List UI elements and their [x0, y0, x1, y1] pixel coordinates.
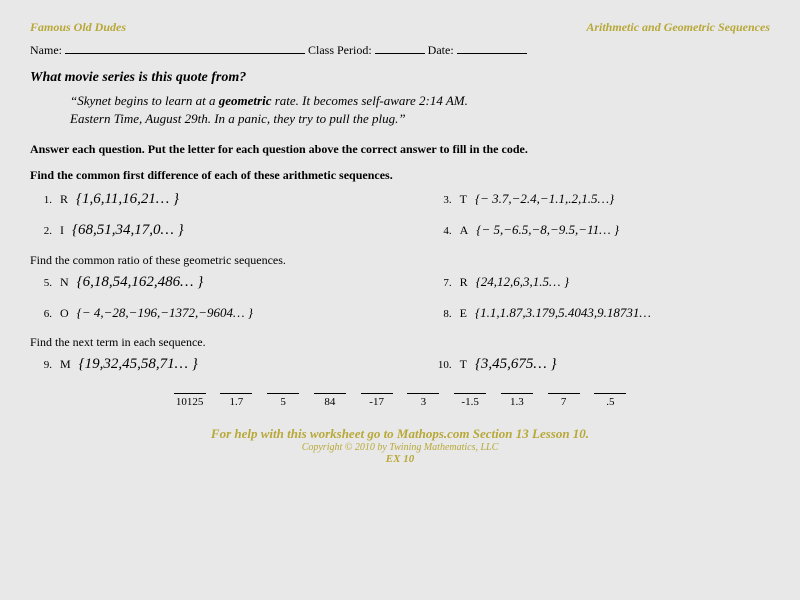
- p5-num: 5.: [30, 277, 52, 289]
- p6-seq: {− 4,−28,−196,−1372,−9604… }: [77, 305, 253, 321]
- problem-row-1: 1. R {1,6,11,16,21… } 3. T {− 3.7,−2.4,−…: [30, 191, 770, 208]
- p10-num: 10.: [430, 359, 452, 371]
- instructions: Answer each question. Put the letter for…: [30, 142, 770, 158]
- answer-9: .5: [594, 393, 626, 408]
- quote-block: “Skynet begins to learn at a geometric r…: [70, 92, 770, 128]
- answer-0: 10125: [174, 393, 206, 408]
- footer: For help with this worksheet go to Matho…: [30, 426, 770, 465]
- footer-copy: Copyright © 2010 by Twining Mathematics,…: [30, 442, 770, 453]
- p8-letter: E: [460, 306, 467, 321]
- p9-num: 9.: [30, 359, 52, 371]
- section1-label: Find the common first difference of each…: [30, 168, 770, 183]
- footer-ex: EX 10: [30, 453, 770, 465]
- quote-bold: geometric: [219, 93, 272, 108]
- p4-letter: A: [460, 223, 469, 238]
- question-title: What movie series is this quote from?: [30, 70, 770, 86]
- p9-seq: {19,32,45,58,71… }: [79, 356, 198, 373]
- answer-6: -1.5: [454, 393, 486, 408]
- p4-num: 4.: [430, 225, 452, 237]
- quote-line1a: “Skynet begins to learn at a: [70, 93, 219, 108]
- p4-seq: {− 5,−6.5,−8,−9.5,−11… }: [476, 222, 619, 238]
- header-right: Arithmetic and Geometric Sequences: [586, 20, 770, 35]
- p7-seq: {24,12,6,3,1.5… }: [476, 274, 569, 290]
- period-label: Class Period:: [308, 43, 372, 57]
- answer-1: 1.7: [220, 393, 252, 408]
- p6-num: 6.: [30, 308, 52, 320]
- problem-row-5: 9. M {19,32,45,58,71… } 10. T {3,45,675……: [30, 356, 770, 373]
- date-label: Date:: [428, 43, 454, 57]
- p5-seq: {6,18,54,162,486… }: [77, 274, 204, 291]
- name-blank[interactable]: [65, 53, 305, 54]
- name-label: Name:: [30, 43, 62, 57]
- problem-row-4: 6. O {− 4,−28,−196,−1372,−9604… } 8. E {…: [30, 305, 770, 321]
- problem-row-2: 2. I {68,51,34,17,0… } 4. A {− 5,−6.5,−8…: [30, 222, 770, 239]
- date-blank[interactable]: [457, 53, 527, 54]
- p2-letter: I: [60, 223, 64, 238]
- p10-seq: {3,45,675… }: [475, 356, 557, 373]
- p3-seq: {− 3.7,−2.4,−1.1,.2,1.5…}: [475, 191, 614, 207]
- p8-seq: {1.1,1.87,3.179,5.4043,9.18731…: [475, 305, 651, 321]
- answer-2: 5: [267, 393, 299, 408]
- p3-letter: T: [460, 192, 467, 207]
- header-left: Famous Old Dudes: [30, 20, 126, 35]
- p9-letter: M: [60, 357, 71, 372]
- answer-5: 3: [407, 393, 439, 408]
- p1-letter: R: [60, 192, 68, 207]
- answer-row: 10125 1.7 5 84 -17 3 -1.5 1.3 7 .5: [30, 393, 770, 408]
- name-row: Name: Class Period: Date:: [30, 43, 770, 58]
- period-blank[interactable]: [375, 53, 425, 54]
- answer-3: 84: [314, 393, 346, 408]
- answer-8: 7: [548, 393, 580, 408]
- header-row: Famous Old Dudes Arithmetic and Geometri…: [30, 20, 770, 35]
- footer-main: For help with this worksheet go to Matho…: [30, 426, 770, 442]
- problem-row-3: 5. N {6,18,54,162,486… } 7. R {24,12,6,3…: [30, 274, 770, 291]
- p3-num: 3.: [430, 194, 452, 206]
- p6-letter: O: [60, 306, 69, 321]
- p10-letter: T: [460, 357, 467, 372]
- section3-label: Find the next term in each sequence.: [30, 335, 770, 350]
- p1-num: 1.: [30, 194, 52, 206]
- quote-line1b: rate. It becomes self-aware 2:14 AM.: [271, 93, 467, 108]
- answer-7: 1.3: [501, 393, 533, 408]
- p2-num: 2.: [30, 225, 52, 237]
- p5-letter: N: [60, 275, 69, 290]
- p7-letter: R: [460, 275, 468, 290]
- section2-label: Find the common ratio of these geometric…: [30, 253, 770, 268]
- quote-line2: Eastern Time, August 29th. In a panic, t…: [70, 111, 406, 126]
- p8-num: 8.: [430, 308, 452, 320]
- p1-seq: {1,6,11,16,21… }: [76, 191, 179, 208]
- p2-seq: {68,51,34,17,0… }: [72, 222, 184, 239]
- p7-num: 7.: [430, 277, 452, 289]
- answer-4: -17: [361, 393, 393, 408]
